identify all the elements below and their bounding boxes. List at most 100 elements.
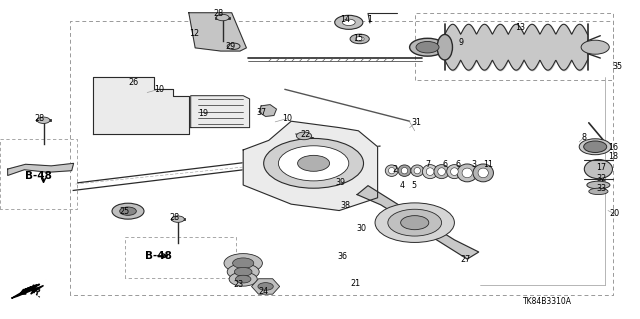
Text: 3: 3 xyxy=(471,160,476,169)
Ellipse shape xyxy=(401,167,408,174)
Circle shape xyxy=(233,258,253,269)
Text: TK84B3310A: TK84B3310A xyxy=(523,297,572,306)
Text: 8: 8 xyxy=(581,133,586,142)
Text: 31: 31 xyxy=(411,118,421,127)
Circle shape xyxy=(350,34,369,44)
Text: 9: 9 xyxy=(458,38,463,47)
Text: 28: 28 xyxy=(169,213,179,222)
Text: 30: 30 xyxy=(356,224,367,233)
Circle shape xyxy=(236,275,251,283)
Polygon shape xyxy=(12,285,44,298)
Circle shape xyxy=(264,138,364,188)
Circle shape xyxy=(296,132,312,140)
Polygon shape xyxy=(252,279,280,294)
Ellipse shape xyxy=(457,164,477,182)
Text: FR.: FR. xyxy=(26,284,44,300)
Ellipse shape xyxy=(398,165,411,176)
Circle shape xyxy=(278,146,349,181)
Circle shape xyxy=(227,43,240,49)
Circle shape xyxy=(224,254,262,273)
Text: 32: 32 xyxy=(596,174,607,182)
Text: 2: 2 xyxy=(392,165,397,174)
Text: 36: 36 xyxy=(337,252,348,261)
Ellipse shape xyxy=(447,165,462,179)
Ellipse shape xyxy=(426,168,434,175)
Ellipse shape xyxy=(584,160,612,179)
Ellipse shape xyxy=(587,181,610,189)
Text: 13: 13 xyxy=(515,23,525,32)
Text: 24: 24 xyxy=(259,287,269,296)
Polygon shape xyxy=(8,163,74,175)
Text: 16: 16 xyxy=(608,143,618,152)
Text: 39: 39 xyxy=(335,178,346,187)
Text: 11: 11 xyxy=(483,160,493,169)
Ellipse shape xyxy=(589,188,608,195)
Text: 6: 6 xyxy=(442,160,447,169)
Polygon shape xyxy=(259,105,276,116)
Circle shape xyxy=(229,272,257,286)
Text: 21: 21 xyxy=(350,279,360,288)
Text: 7: 7 xyxy=(425,160,430,169)
Circle shape xyxy=(388,209,442,236)
Ellipse shape xyxy=(473,164,493,182)
Circle shape xyxy=(172,216,184,222)
Text: 28: 28 xyxy=(214,9,224,18)
Text: 27: 27 xyxy=(461,255,471,263)
Ellipse shape xyxy=(462,168,472,178)
Text: 4: 4 xyxy=(399,181,404,190)
Circle shape xyxy=(375,203,454,242)
Ellipse shape xyxy=(434,165,449,179)
Ellipse shape xyxy=(422,165,438,179)
Text: B-48: B-48 xyxy=(25,171,52,181)
Text: 33: 33 xyxy=(596,184,607,193)
Text: 6: 6 xyxy=(455,160,460,169)
Ellipse shape xyxy=(437,34,452,60)
Ellipse shape xyxy=(414,167,420,174)
Text: 17: 17 xyxy=(596,163,607,172)
Circle shape xyxy=(401,216,429,230)
Circle shape xyxy=(227,264,259,280)
Text: 37: 37 xyxy=(256,108,266,117)
Text: 26: 26 xyxy=(128,78,138,87)
Text: 15: 15 xyxy=(353,34,363,43)
Text: 35: 35 xyxy=(612,63,623,71)
Text: 18: 18 xyxy=(608,152,618,161)
Circle shape xyxy=(216,14,229,21)
Text: 5: 5 xyxy=(412,181,417,190)
Circle shape xyxy=(355,37,364,41)
Text: 23: 23 xyxy=(234,280,244,289)
Circle shape xyxy=(37,117,50,123)
Circle shape xyxy=(584,141,607,152)
Circle shape xyxy=(298,155,330,171)
Ellipse shape xyxy=(411,165,424,176)
Polygon shape xyxy=(357,186,479,259)
Text: 29: 29 xyxy=(225,42,236,51)
Text: 38: 38 xyxy=(340,201,351,210)
Text: 14: 14 xyxy=(340,15,351,24)
Circle shape xyxy=(258,283,273,290)
Polygon shape xyxy=(189,13,246,51)
Polygon shape xyxy=(191,96,250,128)
Circle shape xyxy=(234,267,252,276)
Circle shape xyxy=(579,139,611,155)
Text: 20: 20 xyxy=(609,209,620,218)
Text: B-48: B-48 xyxy=(145,251,172,261)
Text: 10: 10 xyxy=(154,85,164,94)
Text: 12: 12 xyxy=(189,29,199,38)
Circle shape xyxy=(581,40,609,54)
Circle shape xyxy=(120,207,136,215)
Circle shape xyxy=(410,38,445,56)
Polygon shape xyxy=(93,77,189,134)
Text: 10: 10 xyxy=(282,114,292,123)
Ellipse shape xyxy=(388,167,395,174)
Text: 19: 19 xyxy=(198,109,209,118)
Circle shape xyxy=(416,41,439,53)
Circle shape xyxy=(342,19,355,26)
Circle shape xyxy=(112,203,144,219)
Text: 25: 25 xyxy=(120,207,130,216)
Ellipse shape xyxy=(438,168,445,175)
Text: 22: 22 xyxy=(301,130,311,139)
Ellipse shape xyxy=(451,168,458,175)
Ellipse shape xyxy=(478,168,488,178)
Polygon shape xyxy=(243,121,378,211)
